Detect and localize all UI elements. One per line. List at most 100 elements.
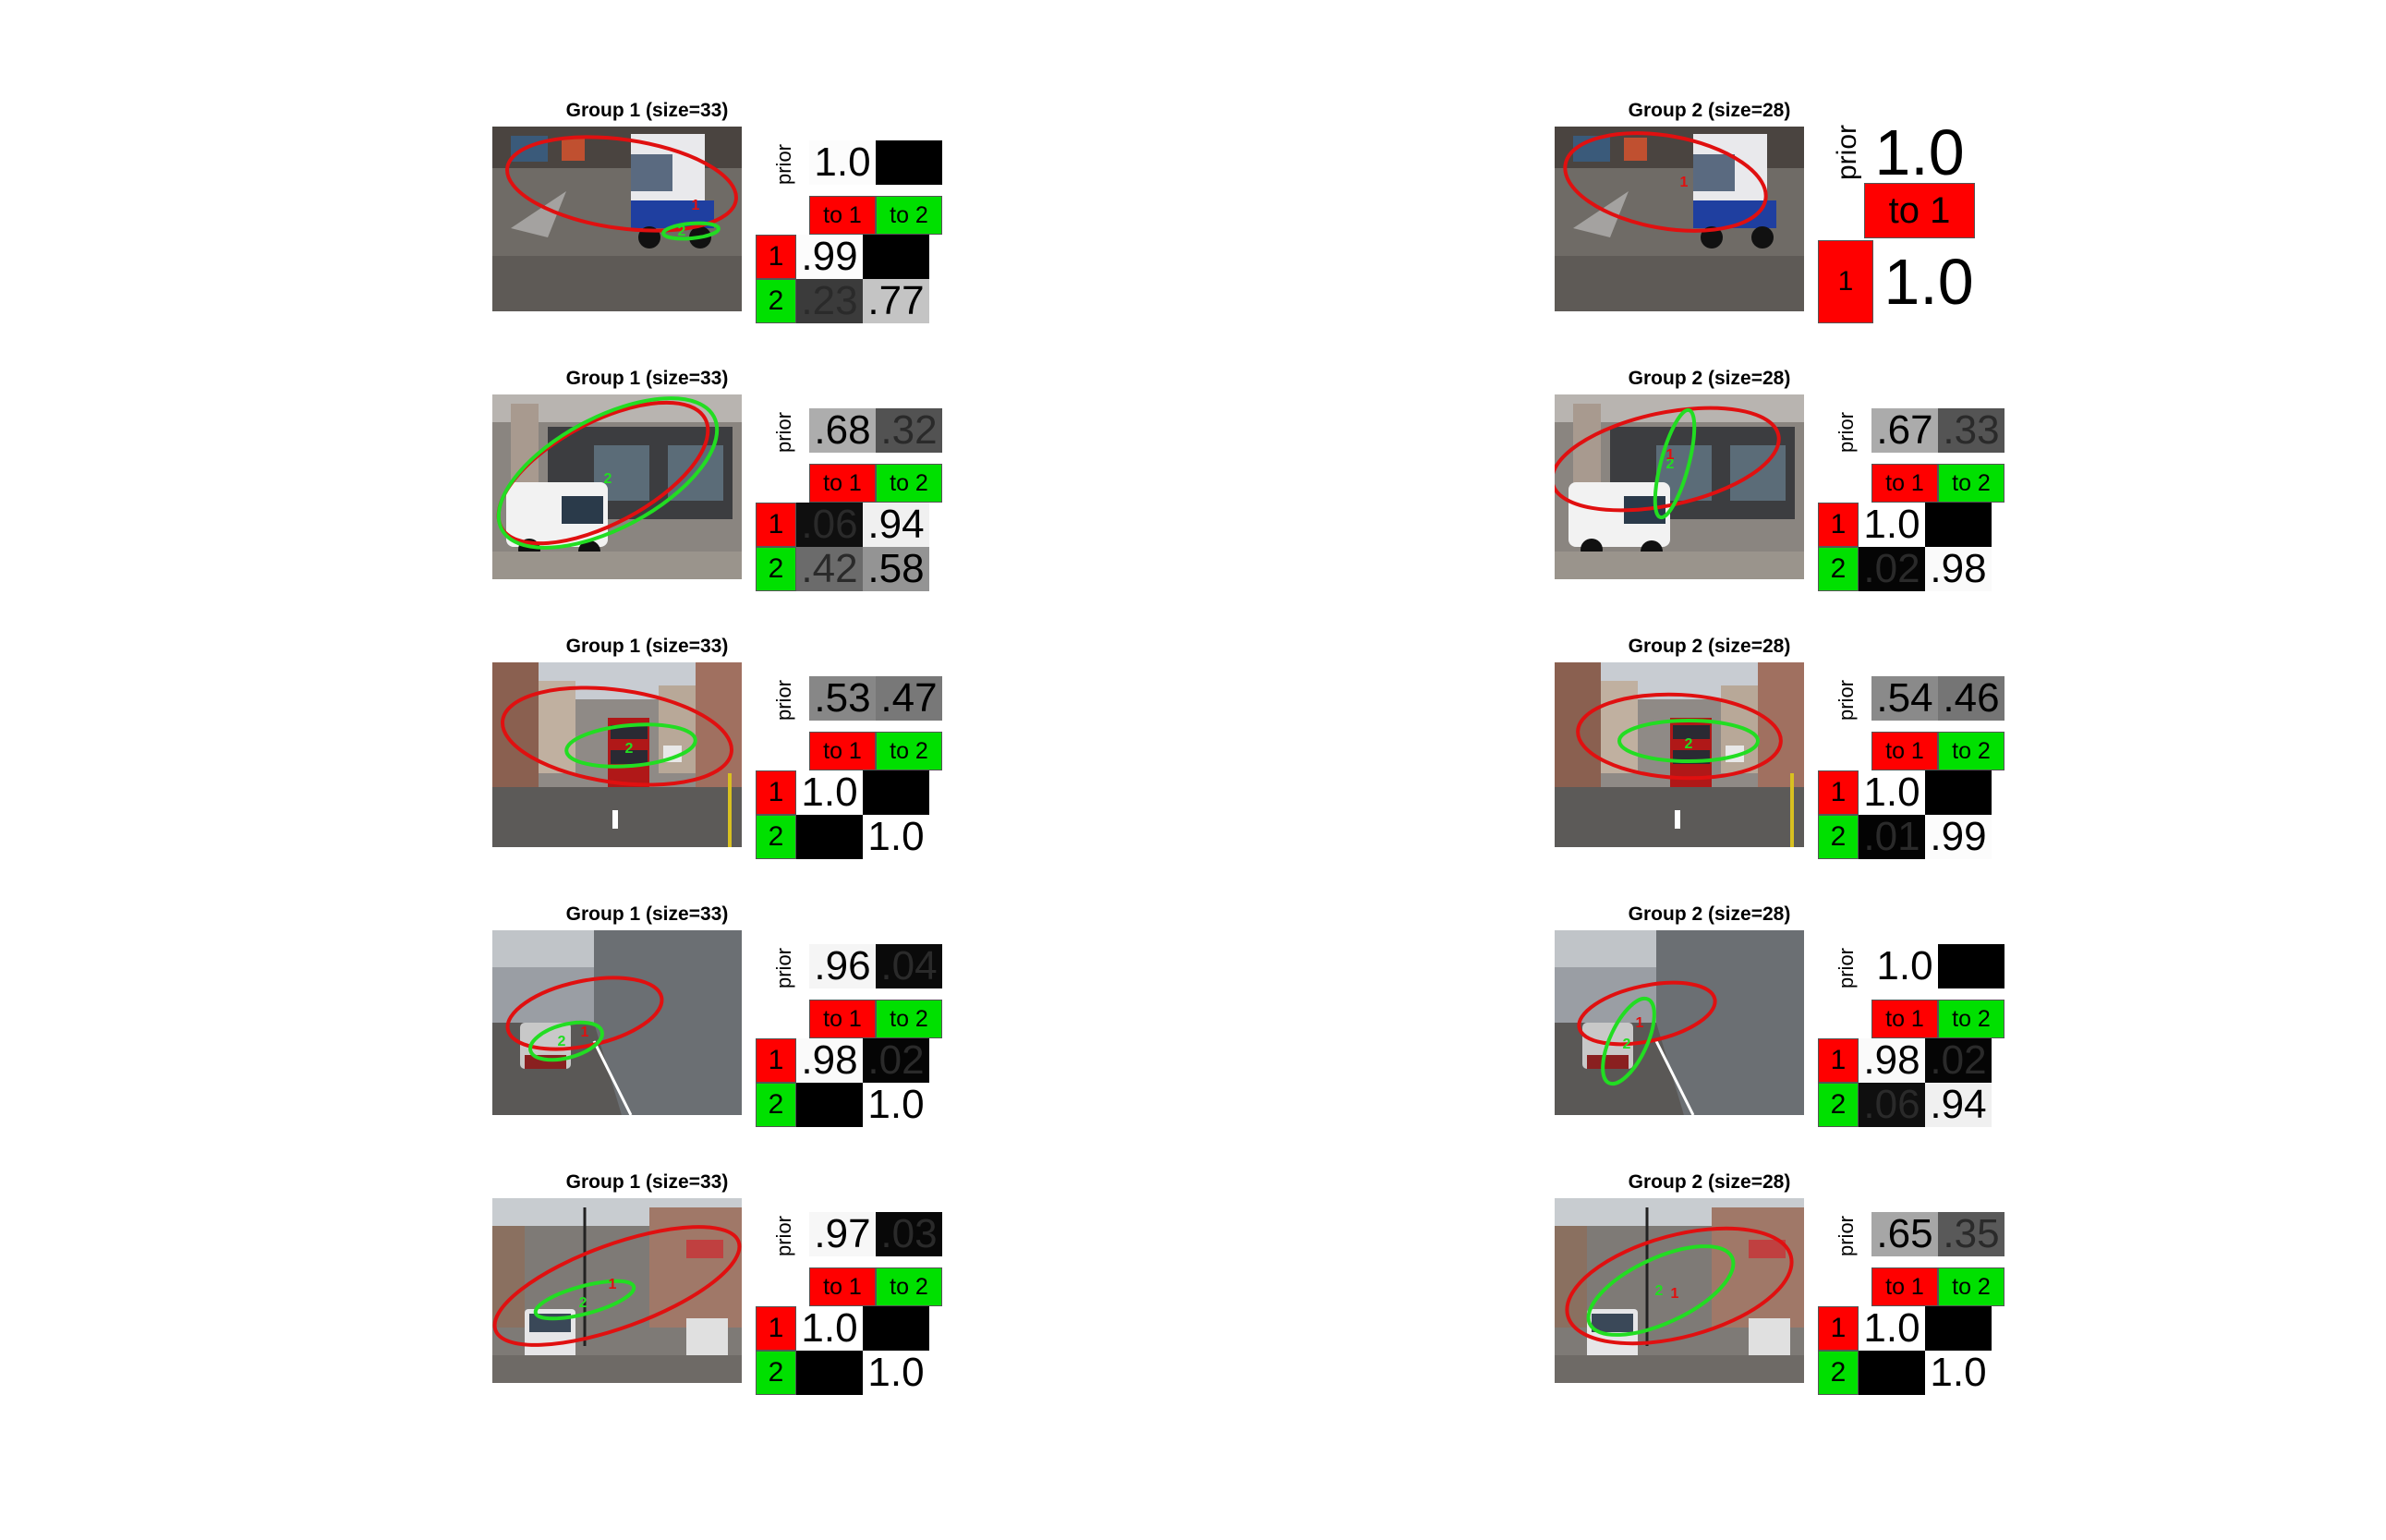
svg-text:1: 1: [609, 1277, 617, 1292]
matrix-cell-1-2: [863, 1306, 929, 1351]
matrix-cell-1-1: 1.0: [796, 770, 863, 815]
prior-cell-1: .68: [809, 408, 876, 453]
row-label-1: 1: [756, 235, 796, 279]
matrix-cell-2-2: .94: [1925, 1083, 1992, 1127]
matrix-cell-2-2: 1.0: [863, 815, 929, 859]
matrix-cell-2-2: 1.0: [863, 1083, 929, 1127]
row-label-1: 1: [756, 1038, 796, 1083]
panel-title: Group 1 (size=33): [565, 636, 729, 657]
prior-cell-1: .65: [1871, 1212, 1938, 1256]
prior-cell-2: [1938, 944, 2004, 988]
matrix-cell-1-2: [1925, 503, 1992, 547]
street-photo: 21: [492, 1198, 742, 1383]
matrix-cell-2-2: 1.0: [863, 1351, 929, 1395]
prior-cell-1: 1.0: [1871, 944, 1938, 988]
header-to-1: to 1: [1871, 464, 1938, 503]
street-photo: 2: [492, 394, 742, 579]
row-label-2: 2: [756, 547, 796, 591]
panel-title: Group 1 (size=33): [565, 100, 729, 121]
svg-text:2: 2: [1666, 456, 1675, 472]
header-to-1: to 1: [809, 196, 876, 235]
row-label-1: 1: [756, 770, 796, 815]
matrix-cell-1-1: 1.0: [1859, 770, 1925, 815]
svg-text:1: 1: [1666, 447, 1675, 463]
matrix-cell-2-2: .98: [1925, 547, 1992, 591]
panel-group2-1: Group 2 (size=28) 1 prior 1.0 to 1 1 1.0: [1555, 100, 2017, 323]
matrix-cell-2-1: .01: [1859, 815, 1925, 859]
header-to-1: to 1: [1871, 1267, 1938, 1306]
panel-title: Group 2 (size=28): [1628, 1171, 1791, 1193]
panel-title: Group 1 (size=33): [565, 1171, 729, 1193]
prior-label: prior: [1832, 124, 1862, 180]
matrix-cell-1-1: .99: [796, 235, 863, 279]
row-label-2: 2: [1818, 815, 1859, 859]
header-to-2: to 2: [1938, 732, 2004, 770]
svg-text:1: 1: [581, 1025, 589, 1040]
row-label-1: 1: [756, 1306, 796, 1351]
row-label-1: 1: [1818, 770, 1859, 815]
row-label-2: 2: [1818, 1083, 1859, 1127]
svg-text:1: 1: [1636, 1015, 1644, 1031]
prior-label: prior: [772, 947, 795, 988]
street-photo: 2: [492, 662, 742, 847]
prior-cell-2: .03: [876, 1212, 942, 1256]
panel-title: Group 2 (size=28): [1628, 903, 1791, 925]
svg-text:2: 2: [558, 1034, 566, 1049]
matrix-cell-2-2: .58: [863, 547, 929, 591]
prior-cell: 1.0: [1864, 120, 1975, 185]
matrix-cell-1-1: .98: [1859, 1038, 1925, 1083]
row-label-2: 2: [756, 1083, 796, 1127]
header-to-1: to 1: [809, 732, 876, 770]
prior-cell-1: 1.0: [809, 140, 876, 185]
panel-group1-2: Group 1 (size=33) 2 prior .68.32 to 1 to 2 1.…: [492, 368, 954, 591]
row-label-2: 2: [1818, 1351, 1859, 1395]
svg-text:1: 1: [692, 198, 700, 213]
row-label-1: 1: [756, 503, 796, 547]
matrix-cell-1-2: .02: [863, 1038, 929, 1083]
svg-text:2: 2: [604, 471, 612, 487]
header-to-2: to 2: [876, 464, 942, 503]
matrix-cell-2-1: .42: [796, 547, 863, 591]
street-photo: 1: [1555, 127, 1804, 311]
panel-title: Group 1 (size=33): [565, 368, 729, 389]
street-photo: 21: [1555, 930, 1804, 1115]
header-to-1: to 1: [1871, 1000, 1938, 1038]
prior-cell-1: .53: [809, 676, 876, 721]
street-photo: 2: [1555, 662, 1804, 847]
header-to-1: to 1: [809, 1000, 876, 1038]
prior-cell-2: .04: [876, 944, 942, 988]
matrix-cell-2-1: .02: [1859, 547, 1925, 591]
matrix-cell-1-1: 1.0: [796, 1306, 863, 1351]
panel-title: Group 2 (size=28): [1628, 100, 1791, 121]
row-label-2: 2: [1818, 547, 1859, 591]
row-label-1: 1: [1818, 503, 1859, 547]
prior-label: prior: [1835, 679, 1858, 721]
prior-cell-1: .67: [1871, 408, 1938, 453]
svg-text:1: 1: [1671, 1286, 1679, 1302]
header-to-1: to 1: [1871, 732, 1938, 770]
header-to-1: to 1: [809, 1267, 876, 1306]
matrix-cell-2-2: 1.0: [1925, 1351, 1992, 1395]
panel-title: Group 2 (size=28): [1628, 636, 1791, 657]
prior-cell-1: .54: [1871, 676, 1938, 721]
prior-label: prior: [772, 411, 795, 453]
matrix-cell-2-1: [796, 1351, 863, 1395]
matrix-cell-2-1: .06: [1859, 1083, 1925, 1127]
svg-text:2: 2: [678, 224, 686, 239]
matrix-cell-1-2: [1925, 1306, 1992, 1351]
header-to-2: to 2: [876, 732, 942, 770]
street-photo: 21: [492, 127, 742, 311]
svg-text:1: 1: [1680, 175, 1689, 190]
prior-label: prior: [1835, 1215, 1858, 1256]
prior-cell-2: .32: [876, 408, 942, 453]
header-to-2: to 2: [876, 196, 942, 235]
row-label-2: 2: [756, 815, 796, 859]
svg-text:2: 2: [1685, 736, 1693, 752]
row-label-2: 2: [756, 279, 796, 323]
prior-cell-2: .33: [1938, 408, 2004, 453]
panel-group2-4: Group 2 (size=28) 2 1 prior 1.0 to 1 to 2 1.98…: [1555, 903, 2017, 1127]
